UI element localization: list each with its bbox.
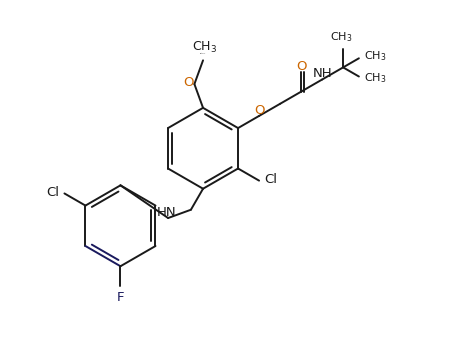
Text: methoxy: methoxy xyxy=(200,53,206,54)
Text: HN: HN xyxy=(156,206,176,219)
Text: F: F xyxy=(117,291,124,304)
Text: Cl: Cl xyxy=(46,186,59,198)
Text: CH$_3$: CH$_3$ xyxy=(330,31,352,44)
Text: Cl: Cl xyxy=(264,173,277,186)
Text: O: O xyxy=(253,104,264,117)
Text: NH: NH xyxy=(312,67,331,80)
Text: CH$_3$: CH$_3$ xyxy=(363,72,385,85)
Text: O: O xyxy=(295,60,306,73)
Text: CH$_3$: CH$_3$ xyxy=(192,40,217,55)
Text: O: O xyxy=(183,75,193,89)
Text: CH$_3$: CH$_3$ xyxy=(363,50,385,63)
